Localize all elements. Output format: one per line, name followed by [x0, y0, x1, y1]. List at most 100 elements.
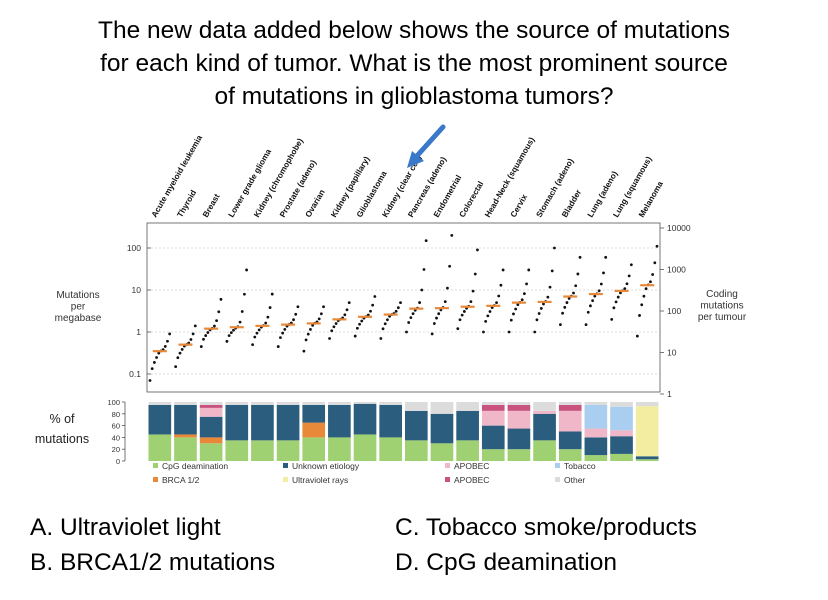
data-point: [204, 334, 208, 337]
bar-y-tick-label: 0: [116, 457, 120, 466]
data-point: [332, 325, 336, 329]
data-point: [629, 263, 633, 267]
answer-choices-right: C. Tobacco smoke/products D. CpG deamina…: [395, 510, 697, 580]
bar-segment: [635, 406, 659, 457]
data-point: [640, 303, 644, 307]
bar-segment: [405, 410, 428, 441]
bar-segment: [405, 440, 428, 461]
highlight-arrow: [407, 124, 446, 168]
data-point: [424, 239, 428, 243]
data-point: [251, 343, 255, 347]
bar-segment: [584, 437, 608, 456]
data-point: [279, 336, 282, 340]
legend-label: CpG deamination: [162, 461, 228, 471]
bar-segment: [456, 410, 479, 441]
data-point: [358, 322, 361, 326]
data-point: [373, 295, 377, 298]
bar-segment: [430, 413, 454, 444]
data-point: [501, 268, 505, 272]
legend-swatch: [283, 463, 288, 468]
bar-segment: [302, 422, 326, 438]
y2-tick-label: 1: [667, 389, 672, 399]
bar-segment: [251, 402, 274, 405]
bar-segment: [558, 404, 582, 411]
data-point: [550, 269, 554, 273]
bar-segment: [430, 402, 454, 414]
scatter-panel: 100 10 1 0.1 10000 1000 100 10 1 Mutationspermega…: [55, 222, 747, 399]
data-point: [625, 282, 629, 286]
data-point: [396, 306, 400, 310]
answer-a[interactable]: A. Ultraviolet light: [30, 514, 221, 541]
data-point: [302, 349, 306, 353]
data-point: [371, 303, 375, 307]
legend-label: BRCA 1/2: [162, 475, 200, 485]
data-point: [473, 272, 477, 276]
data-point: [225, 339, 229, 343]
data-point: [597, 289, 601, 293]
data-point: [589, 304, 592, 308]
data-point: [446, 286, 449, 290]
data-point: [257, 328, 261, 332]
data-point: [213, 324, 216, 328]
legend-swatch: [153, 477, 158, 482]
y2-tick-label: 10: [667, 348, 677, 358]
data-point: [486, 314, 490, 318]
arrow-head: [407, 151, 424, 168]
category-label: Breast: [201, 192, 222, 219]
bar-segment: [584, 404, 608, 429]
category-label: Ovarian: [304, 188, 327, 219]
answer-c[interactable]: C. Tobacco smoke/products: [395, 514, 697, 541]
data-point: [559, 323, 562, 327]
data-point: [471, 289, 475, 293]
answer-d[interactable]: D. CpG deamination: [395, 549, 617, 576]
data-point: [281, 331, 285, 335]
arrow-shaft: [413, 124, 446, 160]
data-point: [264, 321, 268, 325]
data-point: [266, 315, 270, 319]
legend-label: APOBEC: [454, 461, 489, 471]
data-point: [422, 268, 426, 271]
data-point: [535, 318, 539, 322]
data-point: [245, 268, 249, 272]
data-point: [655, 244, 659, 248]
bar-segment: [481, 404, 505, 411]
data-point: [627, 274, 631, 278]
data-point: [369, 309, 372, 313]
data-point: [576, 272, 580, 276]
bar-y-tick-label: 80: [112, 410, 120, 419]
category-label: Bladder: [560, 187, 583, 219]
bar-segment: [225, 404, 249, 441]
data-point: [460, 313, 464, 317]
bar-segment: [481, 425, 505, 450]
bar-segment: [328, 437, 351, 461]
data-point: [567, 297, 571, 300]
bar-segment: [276, 404, 300, 441]
bar-segment: [584, 402, 608, 405]
bar-segment: [507, 449, 531, 461]
bar-segment: [225, 440, 249, 461]
bar-segment: [584, 428, 608, 438]
data-point: [180, 347, 184, 351]
data-point: [155, 356, 158, 359]
bar-segment: [533, 402, 556, 411]
question-line-1: The new data added below shows the sourc…: [98, 17, 730, 44]
data-point: [294, 312, 298, 316]
data-point: [584, 323, 588, 327]
data-point: [432, 322, 436, 325]
data-point: [330, 329, 334, 333]
data-point: [355, 326, 359, 330]
data-point: [366, 313, 370, 317]
bar-segment: [481, 410, 505, 426]
data-point: [270, 292, 274, 296]
question-line-3: of mutations in glioblastoma tumors?: [214, 83, 614, 110]
data-point: [229, 331, 233, 335]
bar-segment: [456, 402, 479, 411]
category-label: Lower grade glioma: [227, 147, 274, 219]
category-label: Thyroid: [175, 188, 198, 219]
answer-b[interactable]: B. BRCA1/2 mutations: [30, 549, 276, 576]
bar-segment: [430, 443, 454, 461]
data-point: [219, 297, 223, 301]
data-point: [499, 283, 503, 287]
bar-segment: [174, 404, 197, 435]
